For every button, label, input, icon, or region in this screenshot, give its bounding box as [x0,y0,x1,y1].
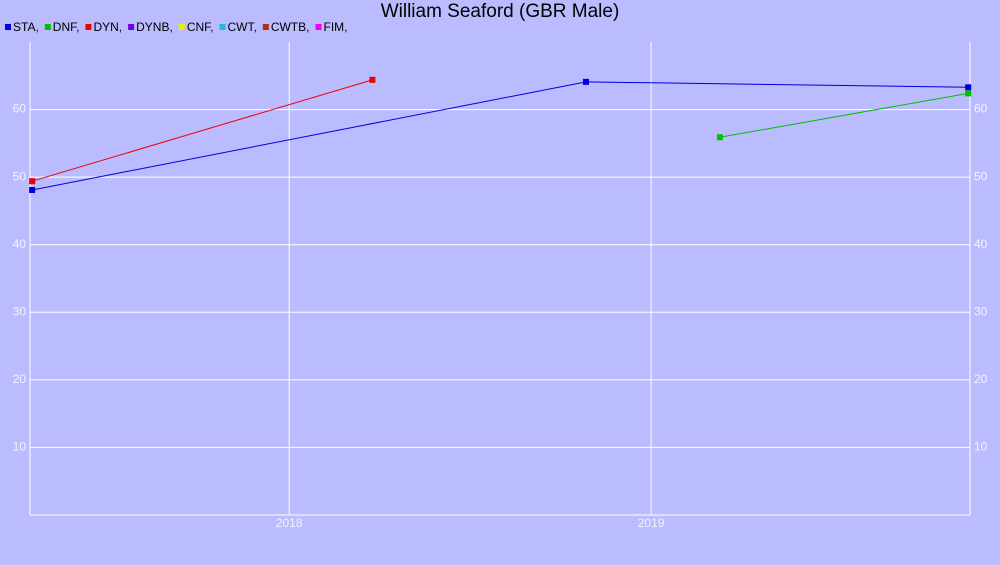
legend-label: STA, [13,20,39,34]
series-line [32,79,373,182]
point [965,84,972,91]
legend-swatch [5,24,11,30]
series-line [719,92,969,138]
y2-tick-label: 40 [974,237,988,251]
legend-label: DYNB, [136,20,173,34]
chart-title: William Seaford (GBR Male) [381,1,620,22]
point [716,134,723,141]
legend-label: CWTB, [271,20,310,34]
y-tick-label: 20 [13,372,27,386]
legend-swatch [44,24,51,30]
legend-swatch [262,24,269,30]
x-tick-label: 2018 [276,516,303,530]
y2-tick-label: 10 [974,440,988,454]
legend-swatch [128,24,135,30]
legend-label: DYN, [93,20,122,34]
y2-tick-label: 20 [974,372,988,386]
legend-label: CNF, [187,20,214,34]
legend-swatch [219,24,226,30]
legend-label: CWT, [227,20,256,34]
point [29,178,36,185]
y-tick-label: 30 [13,304,27,318]
point [369,76,376,83]
legend-label: DNF, [53,20,80,34]
y2-tick-label: 30 [974,304,988,318]
y2-tick-label: 60 [974,102,988,116]
series-line [32,81,969,191]
legend-swatch [178,24,185,30]
y-tick-label: 10 [13,440,27,454]
y2-tick-label: 50 [974,169,988,183]
x-tick-label: 2019 [638,516,665,530]
y-tick-label: 60 [13,102,27,116]
legend-swatch [315,24,322,30]
y-tick-label: 40 [13,237,27,251]
legend-label: FIM, [323,20,347,34]
y-tick-label: 50 [13,169,27,183]
legend-swatch [85,24,92,30]
point [965,90,972,97]
point [29,186,36,193]
point [582,78,589,85]
